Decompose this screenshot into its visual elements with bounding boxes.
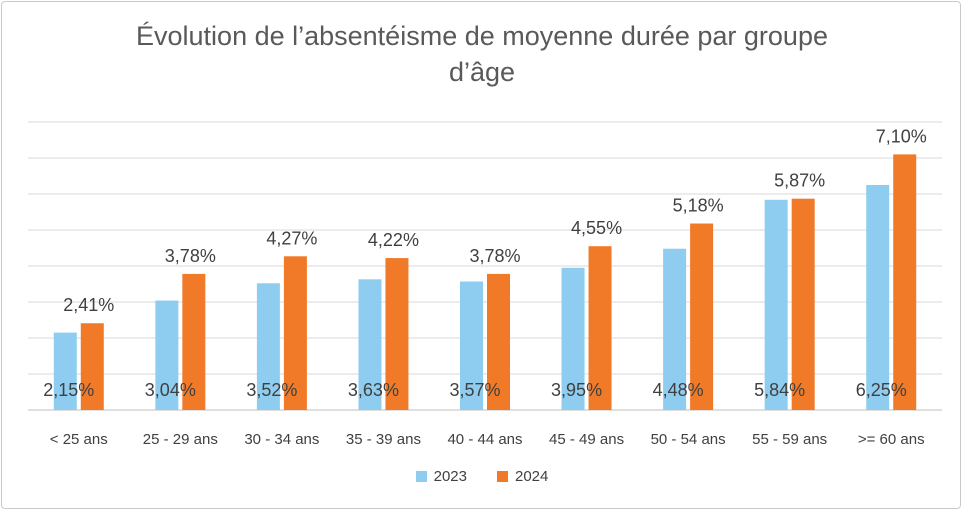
legend-item-2024: 2024 <box>497 468 548 485</box>
legend-swatch-2023 <box>415 471 427 482</box>
data-label-2024-7: 5,87% <box>774 171 825 191</box>
bar-2024-3 <box>385 258 409 410</box>
bar-2024-1 <box>182 273 206 410</box>
bar-2023-1 <box>155 300 179 410</box>
bar-2023-2 <box>256 283 280 410</box>
category-label-4: 40 - 44 ans <box>447 431 522 448</box>
bar-2023-0 <box>53 332 77 410</box>
data-label-2024-3: 4,22% <box>368 230 419 250</box>
data-label-2024-4: 3,78% <box>469 246 520 266</box>
data-label-2023-5: 3,95% <box>551 380 602 400</box>
legend-item-2023: 2023 <box>415 468 467 485</box>
data-label-2023-7: 5,84% <box>754 380 805 400</box>
chart-legend: 2023 2024 <box>0 468 964 485</box>
data-label-2024-8: 7,10% <box>876 126 927 146</box>
data-label-2024-0: 2,41% <box>63 295 114 315</box>
chart-title-line-2: d’âge <box>448 57 516 87</box>
bar-2023-8 <box>866 185 890 410</box>
category-label-6: 50 - 54 ans <box>651 431 726 448</box>
category-label-7: 55 - 59 ans <box>752 431 827 448</box>
bar-2024-6 <box>690 223 714 410</box>
bar-2024-8 <box>893 154 917 410</box>
data-label-2023-4: 3,57% <box>449 380 500 400</box>
bar-2023-3 <box>358 279 382 410</box>
data-label-2024-2: 4,27% <box>266 228 317 248</box>
bar-2024-7 <box>791 198 815 410</box>
bar-2024-0 <box>80 323 104 410</box>
data-label-2023-2: 3,52% <box>246 380 297 400</box>
bar-2023-7 <box>764 199 788 410</box>
chart-title-line-1: Évolution de l’absentéisme de moyenne du… <box>136 21 828 51</box>
bar-2024-5 <box>588 246 612 410</box>
category-label-0: < 25 ans <box>50 431 108 448</box>
data-label-2024-1: 3,78% <box>165 246 216 266</box>
chart-title: Évolution de l’absentéisme de moyenne du… <box>0 18 964 90</box>
data-label-2023-0: 2,15% <box>43 380 94 400</box>
category-label-8: >= 60 ans <box>858 431 925 448</box>
data-label-2023-6: 4,48% <box>653 380 704 400</box>
data-label-2023-1: 3,04% <box>145 380 196 400</box>
legend-label-2024: 2024 <box>515 468 549 485</box>
category-label-1: 25 - 29 ans <box>143 431 218 448</box>
data-label-2024-6: 5,18% <box>673 196 724 216</box>
bar-2023-6 <box>663 248 687 410</box>
bar-2024-4 <box>487 273 510 410</box>
legend-swatch-2024 <box>497 471 508 482</box>
category-label-5: 45 - 49 ans <box>549 431 624 448</box>
data-label-2024-5: 4,55% <box>571 218 622 238</box>
bar-2023-4 <box>460 281 483 410</box>
legend-label-2023: 2023 <box>433 468 467 485</box>
data-label-2023-8: 6,25% <box>856 380 907 400</box>
bar-2023-5 <box>561 267 585 410</box>
data-label-2023-3: 3,63% <box>348 380 399 400</box>
bar-2024-2 <box>283 256 307 410</box>
category-label-2: 30 - 34 ans <box>244 431 319 448</box>
category-label-3: 35 - 39 ans <box>346 431 421 448</box>
